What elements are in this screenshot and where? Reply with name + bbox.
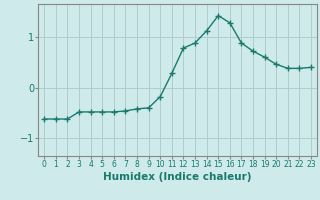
X-axis label: Humidex (Indice chaleur): Humidex (Indice chaleur) bbox=[103, 172, 252, 182]
